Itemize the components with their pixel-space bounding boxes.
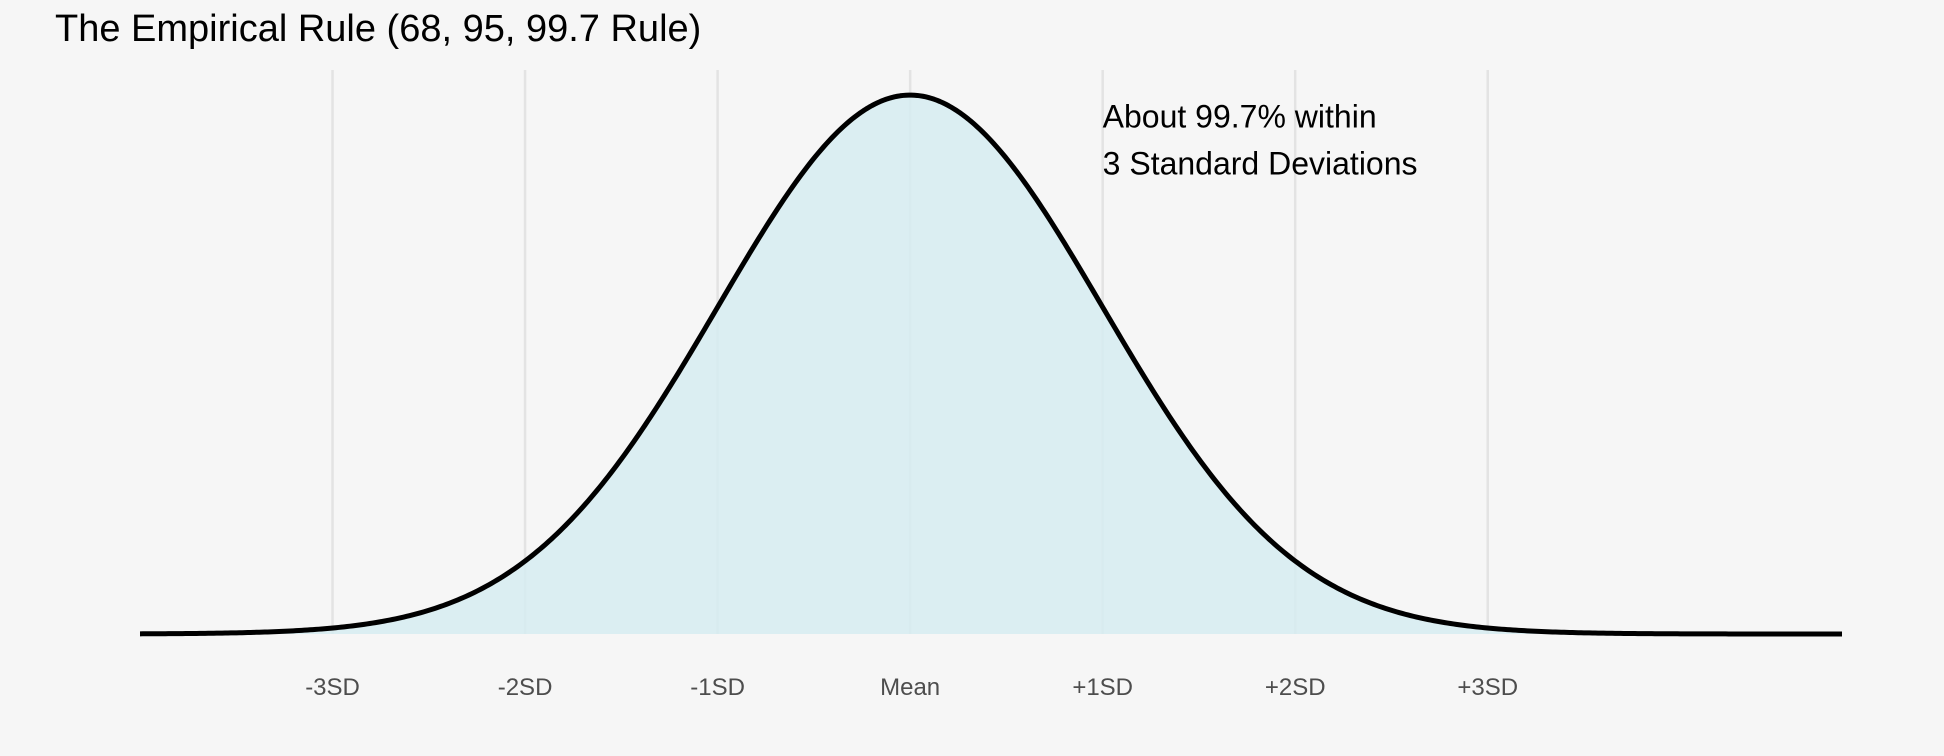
tick-label-3: Mean [880,674,940,701]
x-axis-tick-labels: -3SD -2SD -1SD Mean +1SD +2SD +3SD [305,674,1518,701]
annotation-line-1: 3 Standard Deviations [1103,145,1418,181]
shaded-area-under-curve [140,95,1678,635]
chart-title: The Empirical Rule (68, 95, 99.7 Rule) [55,8,702,50]
tick-label-4: +1SD [1072,674,1133,701]
tick-label-2: -1SD [690,674,745,701]
normal-curve-line [139,92,1842,637]
tick-label-0: -3SD [305,674,360,701]
tick-label-6: +3SD [1457,674,1518,701]
annotation-text: About 99.7% within 3 Standard Deviations [1103,98,1418,181]
tick-label-1: -2SD [498,674,553,701]
annotation-line-0: About 99.7% within [1103,98,1377,134]
tick-label-5: +2SD [1265,674,1326,701]
